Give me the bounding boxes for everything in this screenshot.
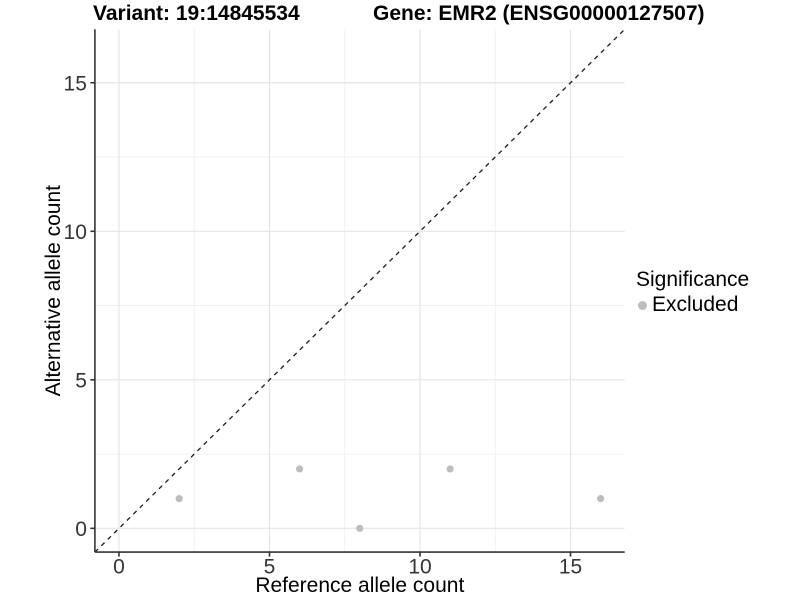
- legend-item-excluded: Excluded: [636, 292, 749, 318]
- plot-title-gene: Gene: EMR2 (ENSG00000127507): [373, 2, 705, 25]
- x-tick-label: 0: [113, 556, 125, 579]
- data-point: [356, 524, 364, 532]
- y-tick-label: 10: [64, 221, 87, 244]
- y-tick-label: 15: [64, 72, 87, 95]
- data-point: [175, 495, 183, 503]
- data-point: [597, 495, 605, 503]
- x-axis-title: Reference allele count: [255, 574, 464, 597]
- x-tick-label: 15: [559, 556, 582, 579]
- y-axis-title: Alternative allele count: [42, 185, 65, 396]
- plot-title-variant: Variant: 19:14845534: [93, 2, 300, 25]
- y-tick-label: 0: [75, 518, 87, 541]
- data-point: [295, 465, 304, 473]
- legend-item-label: Excluded: [652, 293, 739, 316]
- x-tick-label: 10: [408, 556, 431, 579]
- data-point: [446, 465, 454, 473]
- legend: Significance Excluded: [636, 268, 749, 318]
- legend-point-icon: [638, 300, 647, 310]
- y-tick-label: 5: [75, 369, 87, 392]
- x-tick-label: 5: [264, 556, 276, 579]
- identity-reference-line: [94, 28, 626, 553]
- legend-title: Significance: [636, 268, 750, 291]
